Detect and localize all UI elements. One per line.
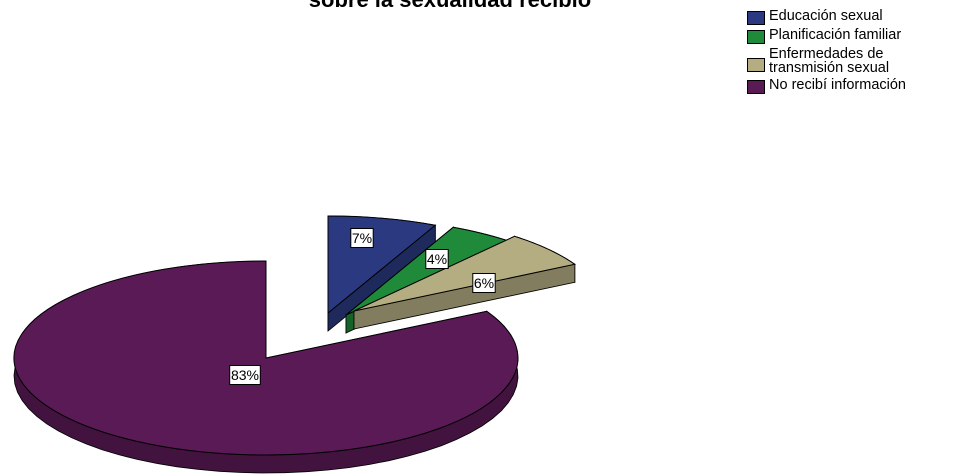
data-label-text: 7% — [352, 230, 372, 246]
legend-item: Enfermedades de transmisión sexual — [747, 47, 973, 75]
legend-item: No recibí información — [747, 78, 973, 94]
legend-swatch — [747, 58, 765, 72]
pie-slice-group — [327, 215, 437, 332]
pie-slice-group — [13, 260, 519, 474]
chart-title: sobre la sexualidad recibió — [0, 0, 900, 13]
legend-swatch — [747, 30, 765, 44]
data-label: 4% — [425, 249, 449, 269]
data-label-box — [350, 228, 374, 248]
legend-label: Enfermedades de transmisión sexual — [769, 46, 890, 76]
legend-label: No recibí información — [769, 77, 906, 93]
legend-label: Educación sexual — [769, 8, 883, 24]
pie-slice — [353, 235, 577, 312]
data-label-text: 6% — [474, 275, 494, 291]
data-label: 6% — [472, 273, 496, 293]
pie-slice-group — [353, 235, 577, 330]
chart-legend: Educación sexual Planificación familiar … — [747, 9, 973, 97]
data-label: 83% — [229, 365, 261, 385]
legend-item: Educación sexual — [747, 9, 973, 25]
data-label-box — [472, 273, 496, 293]
data-label-text: 4% — [427, 251, 447, 267]
legend-swatch — [747, 80, 765, 94]
legend-label: Planificación familiar — [769, 27, 902, 43]
pie-slice — [13, 260, 519, 456]
legend-swatch — [747, 11, 765, 25]
data-label-text: 83% — [231, 367, 259, 383]
legend-item: Planificación familiar — [747, 28, 973, 44]
data-label-box — [425, 249, 449, 269]
data-label: 7% — [350, 228, 374, 248]
data-label-box — [229, 365, 261, 385]
